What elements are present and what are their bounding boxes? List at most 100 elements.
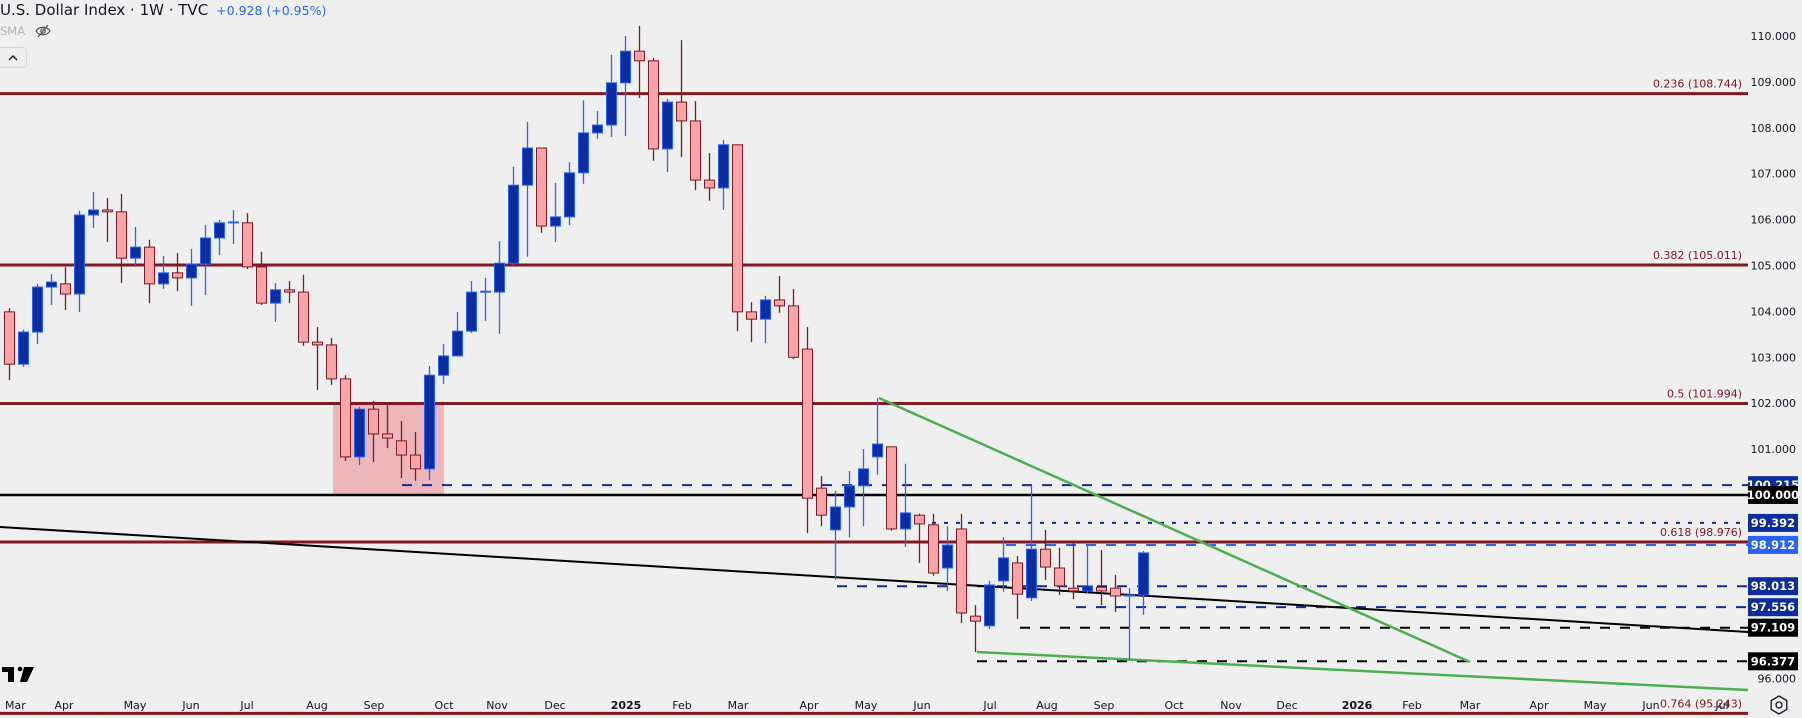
bear-candle — [340, 375, 351, 462]
price-tick-label: 101.000 — [1751, 443, 1797, 456]
bull-candle — [354, 406, 365, 466]
candle-body — [438, 355, 449, 376]
candle-body — [746, 311, 757, 320]
bear-candle — [802, 327, 813, 534]
collapse-legend-button[interactable] — [0, 47, 27, 68]
candle-body — [620, 50, 631, 84]
candle-body — [410, 454, 421, 470]
candle-body — [648, 60, 659, 150]
bull-candle — [74, 210, 85, 312]
time-tick-label: Sep — [364, 699, 385, 712]
time-tick-label: Dec — [544, 699, 565, 712]
price-label-text: 99.392 — [1751, 516, 1795, 530]
tradingview-logo-icon[interactable] — [2, 665, 36, 683]
black-trendline[interactable] — [0, 526, 1749, 633]
bull-candle — [214, 220, 225, 255]
bull-candle — [522, 121, 533, 257]
bull-candle — [718, 140, 729, 210]
symbol-title[interactable]: U.S. Dollar Index · 1W · TVC — [0, 1, 209, 19]
bull-candle — [158, 255, 169, 289]
bull-candle — [1026, 485, 1037, 602]
fibonacci-levels[interactable]: 0.236 (108.744) 0.382 (105.011) 0.5 (101.9… — [0, 78, 1748, 715]
candle-body — [452, 330, 463, 357]
time-tick-label: Jun — [1641, 699, 1659, 712]
price-axis[interactable]: 110.000 109.000 108.000 107.000 106.000 105.0… — [1751, 30, 1797, 686]
price-label-bg — [1748, 652, 1798, 671]
bear-candle — [1012, 556, 1023, 619]
time-tick-label: Apr — [799, 699, 819, 712]
bull-candle — [592, 110, 603, 139]
candle-body — [116, 211, 127, 259]
price-label-bg — [1748, 535, 1798, 554]
candle-body — [536, 147, 547, 227]
time-tick-label: Mar — [5, 699, 26, 712]
time-tick-label: May — [1584, 699, 1607, 712]
price-tick-label: 108.000 — [1751, 122, 1797, 135]
bear-candle — [1096, 550, 1107, 606]
bear-candle — [690, 101, 701, 191]
fib-label: 0.618 (98.976) — [1660, 526, 1742, 539]
price-tick-label: 102.000 — [1751, 397, 1797, 410]
bear-candle — [536, 147, 547, 233]
bull-candle — [858, 449, 869, 527]
time-axis[interactable]: Mar Apr May Jun Jul Aug Sep Oct Nov Dec 2025 Feb Mar… — [5, 699, 1729, 712]
green-support-trendline[interactable] — [976, 650, 1749, 692]
candle-body — [466, 291, 477, 332]
candle-body — [424, 374, 435, 470]
indicator-sma-label[interactable]: SMA — [0, 24, 26, 38]
bull-candle — [550, 182, 561, 243]
time-tick-label: Jun — [912, 699, 930, 712]
candle-body — [914, 514, 925, 525]
price-label-bg — [1748, 486, 1798, 504]
bear-candle — [774, 276, 785, 313]
candle-body — [60, 283, 71, 295]
candle-body — [802, 348, 813, 499]
price-level-labels: 100.215100.00099.39298.91298.01397.55697… — [1747, 476, 1799, 671]
candle-body — [984, 584, 995, 627]
bull-candle — [18, 329, 29, 367]
price-label-97.109: 97.109 — [1748, 618, 1798, 637]
time-tick-label: Jun — [181, 699, 199, 712]
bull-candle — [452, 311, 463, 357]
candle-body — [662, 101, 673, 150]
candle-body — [956, 528, 967, 614]
candle-body — [228, 221, 239, 224]
candle-body — [1054, 567, 1065, 587]
bear-candle — [410, 432, 421, 481]
price-label-96.377: 96.377 — [1748, 652, 1798, 671]
price-tick-label: 103.000 — [1751, 351, 1797, 364]
candle-body — [368, 408, 379, 435]
bear-candle — [326, 338, 337, 385]
candle-body — [1096, 586, 1107, 592]
price-label-97.556: 97.556 — [1748, 598, 1798, 617]
candle-body — [1012, 562, 1023, 595]
time-tick-label: Mar — [1460, 699, 1481, 712]
bear-candle — [1068, 540, 1079, 600]
price-label-text: 96.377 — [1751, 654, 1795, 668]
horizontal-levels[interactable] — [0, 484, 1748, 663]
candle-body — [32, 286, 43, 333]
time-tick-label: Jul — [1714, 699, 1728, 712]
candlesticks — [4, 25, 1149, 660]
price-label-text: 98.013 — [1751, 579, 1795, 593]
green-descending-trendline[interactable] — [878, 396, 1471, 664]
candle-body — [1040, 548, 1051, 568]
time-tick-label: Mar — [728, 699, 749, 712]
candle-body — [634, 50, 645, 62]
fib-label: 0.764 (95.243) — [1660, 697, 1742, 710]
candle-body — [270, 289, 281, 304]
eye-crossed-icon[interactable] — [35, 24, 51, 38]
candle-body — [326, 344, 337, 380]
bear-candle — [172, 253, 183, 292]
candle-body — [886, 446, 897, 530]
time-tick-label: Nov — [1220, 699, 1242, 712]
candle-body — [830, 506, 841, 531]
candle-body — [298, 291, 309, 343]
bull-candle — [130, 226, 141, 267]
bear-candle — [648, 58, 659, 161]
gear-icon[interactable] — [1769, 695, 1789, 715]
bull-candle — [228, 209, 239, 244]
time-tick-label: Oct — [1164, 699, 1184, 712]
trendlines[interactable] — [0, 396, 1749, 692]
